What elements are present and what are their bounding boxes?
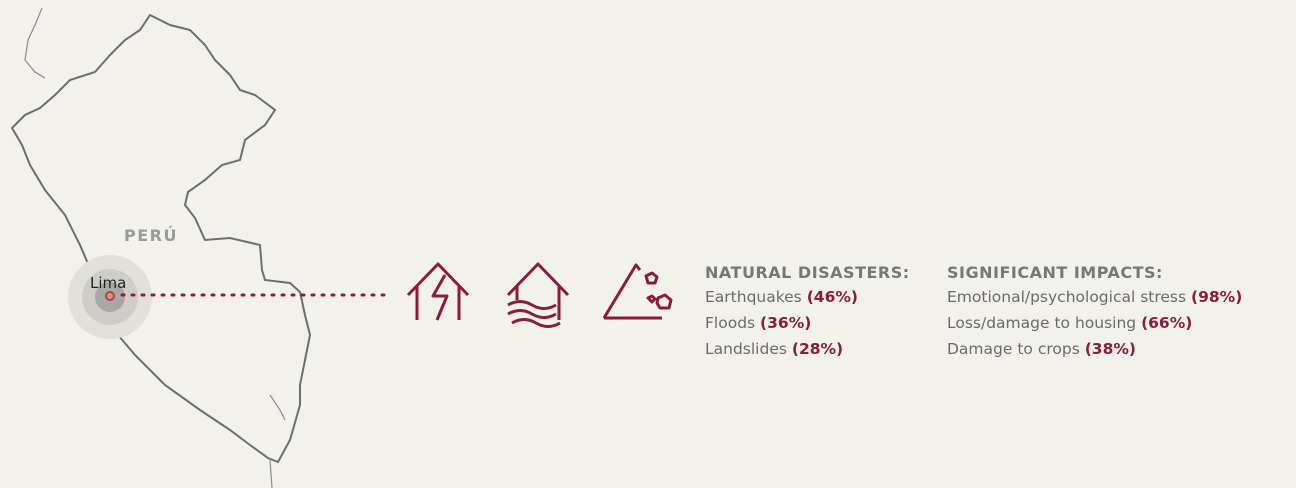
- column-title: SIGNIFICANT IMPACTS:: [947, 263, 1163, 282]
- item-name: Damage to crops: [947, 340, 1080, 358]
- item-row: Damage to crops (38%): [947, 336, 1242, 362]
- lima-halo: [95, 282, 125, 312]
- city-label: Lima: [90, 274, 127, 292]
- item-share: (38%): [1084, 340, 1136, 358]
- item-row: Loss/damage to housing (66%): [947, 310, 1242, 336]
- item-name: Emotional/psychological stress: [947, 288, 1187, 306]
- item-share: (66%): [1141, 314, 1193, 332]
- item-row: Floods (36%): [705, 310, 910, 336]
- item-share: (98%): [1191, 288, 1243, 306]
- item-share: (36%): [760, 314, 812, 332]
- lima-pin: [105, 291, 115, 301]
- landslide-icon: [602, 263, 673, 320]
- item-share: (46%): [806, 288, 858, 306]
- item-name: Landslides: [705, 340, 787, 358]
- item-name: Earthquakes: [705, 288, 802, 306]
- item-row: Emotional/psychological stress (98%): [947, 284, 1242, 310]
- flood-icon: [506, 262, 570, 328]
- column-title: NATURAL DISASTERS:: [705, 263, 910, 282]
- border-line: [24, 7, 286, 488]
- country-outline: [10, 13, 312, 464]
- earthquake-icon: [406, 262, 470, 321]
- impacts-column: SIGNIFICANT IMPACTS: Emotional/psycholog…: [947, 262, 1242, 362]
- country-label: PERÚ: [124, 226, 178, 245]
- item-row: Earthquakes (46%): [705, 284, 910, 310]
- item-name: Floods: [705, 314, 756, 332]
- item-row: Landslides (28%): [705, 336, 910, 362]
- disasters-column: NATURAL DISASTERS: Earthquakes (46%) Floo…: [705, 262, 910, 362]
- item-share: (28%): [791, 340, 844, 358]
- item-name: Loss/damage to housing: [947, 314, 1137, 332]
